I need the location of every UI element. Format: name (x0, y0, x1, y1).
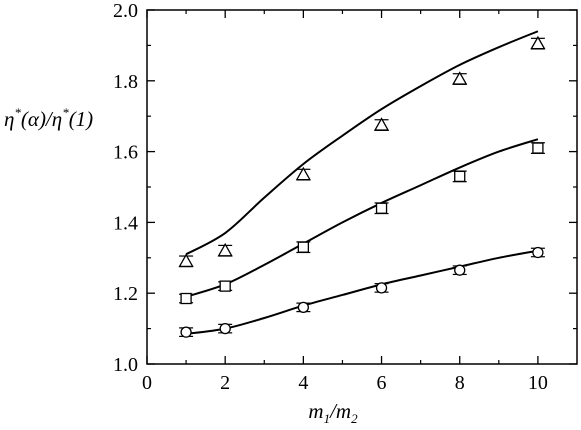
y-tick-label: 1.6 (113, 142, 138, 164)
triangle-marker (452, 71, 468, 85)
triangle-marker (295, 166, 311, 181)
circle-marker (180, 326, 192, 338)
square-marker (219, 280, 231, 292)
circle-marker (454, 264, 466, 276)
y-tick-label: 1.4 (113, 212, 138, 234)
axis-ticks (146, 9, 577, 365)
data-point-triangle (217, 242, 233, 257)
x-tick-label: 8 (455, 372, 465, 394)
x-tick-label: 6 (377, 372, 387, 394)
data-point-square (374, 202, 389, 215)
data-point-triangle (530, 35, 546, 50)
x-tick-label: 10 (528, 372, 548, 394)
data-point-triangle (295, 166, 311, 181)
y-tick-label: 1.2 (113, 283, 138, 305)
fit-curve-square (185, 138, 539, 298)
triangle-marker (530, 35, 546, 50)
data-point-square (296, 241, 311, 254)
data-points (178, 35, 546, 338)
y-axis-label: η*(α)/η*(1) (4, 105, 93, 131)
triangle-marker (373, 117, 390, 131)
data-point-circle (218, 322, 233, 335)
data-point-circle (452, 264, 467, 276)
square-marker (297, 241, 310, 253)
square-marker (532, 142, 544, 154)
circle-marker (375, 282, 388, 294)
data-point-triangle (178, 253, 194, 268)
triangle-marker (178, 253, 194, 267)
x-tick-label: 2 (220, 372, 230, 394)
data-point-square (452, 170, 467, 183)
data-point-circle (296, 301, 311, 314)
fit-curve-triangle (185, 30, 539, 256)
fit-curves (185, 30, 539, 335)
plot-frame (146, 9, 578, 365)
tick-labels: 0 2 4 6 8 10 1.0 1.2 1.4 1.6 1.8 2.0 (113, 0, 548, 394)
y-tick-label: 2.0 (113, 0, 138, 22)
data-point-square (218, 280, 233, 292)
fit-curve-circle (185, 249, 539, 335)
circle-marker (297, 301, 310, 314)
square-marker (180, 292, 192, 305)
x-tick-label: 0 (142, 372, 152, 394)
y-tick-label: 1.8 (113, 71, 138, 93)
square-marker (454, 170, 466, 183)
data-point-triangle (373, 117, 390, 131)
circle-marker (219, 322, 231, 335)
square-marker (375, 202, 388, 214)
data-point-circle (179, 326, 194, 338)
circle-marker (532, 246, 544, 259)
data-point-circle (374, 282, 389, 294)
data-point-square (179, 292, 194, 305)
data-point-square (530, 142, 545, 154)
data-point-triangle (452, 71, 468, 85)
x-tick-label: 4 (298, 372, 308, 394)
data-point-circle (530, 246, 545, 259)
triangle-marker (217, 242, 233, 257)
x-axis-label: m1/m2 (308, 399, 358, 426)
y-tick-label: 1.0 (113, 354, 138, 376)
